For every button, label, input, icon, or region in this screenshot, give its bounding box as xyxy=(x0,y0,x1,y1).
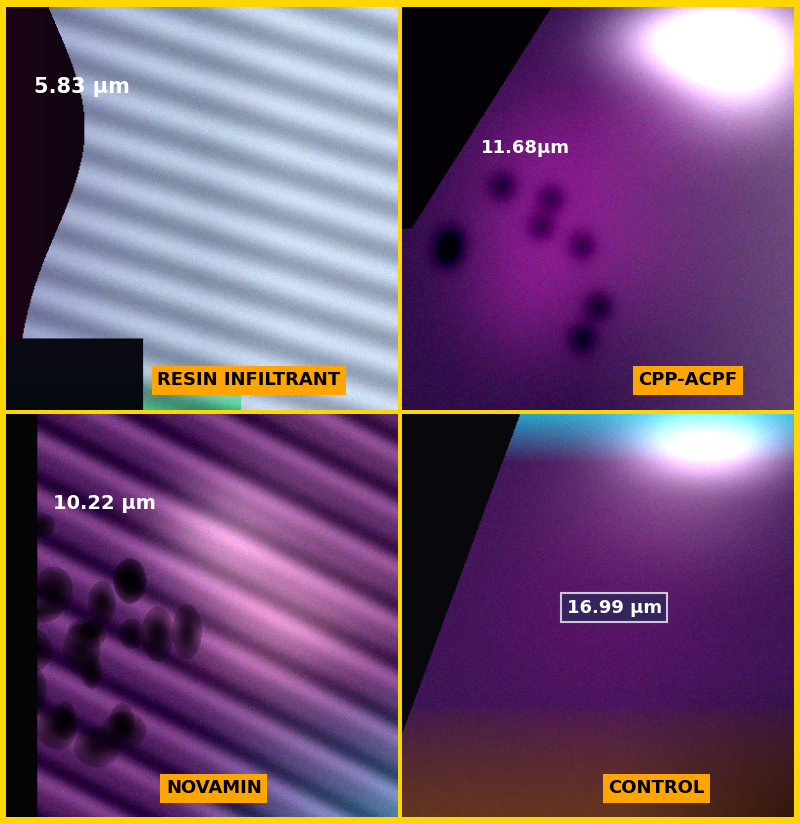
Text: CPP-ACPF: CPP-ACPF xyxy=(638,372,738,390)
Text: RESIN INFILTRANT: RESIN INFILTRANT xyxy=(158,372,341,390)
Text: NOVAMIN: NOVAMIN xyxy=(166,780,262,798)
Text: 10.22 μm: 10.22 μm xyxy=(54,494,156,513)
Text: CONTROL: CONTROL xyxy=(609,780,705,798)
Text: 16.99 μm: 16.99 μm xyxy=(566,599,662,617)
Text: 11.68μm: 11.68μm xyxy=(481,138,570,157)
Text: 5.83 μm: 5.83 μm xyxy=(34,77,130,97)
